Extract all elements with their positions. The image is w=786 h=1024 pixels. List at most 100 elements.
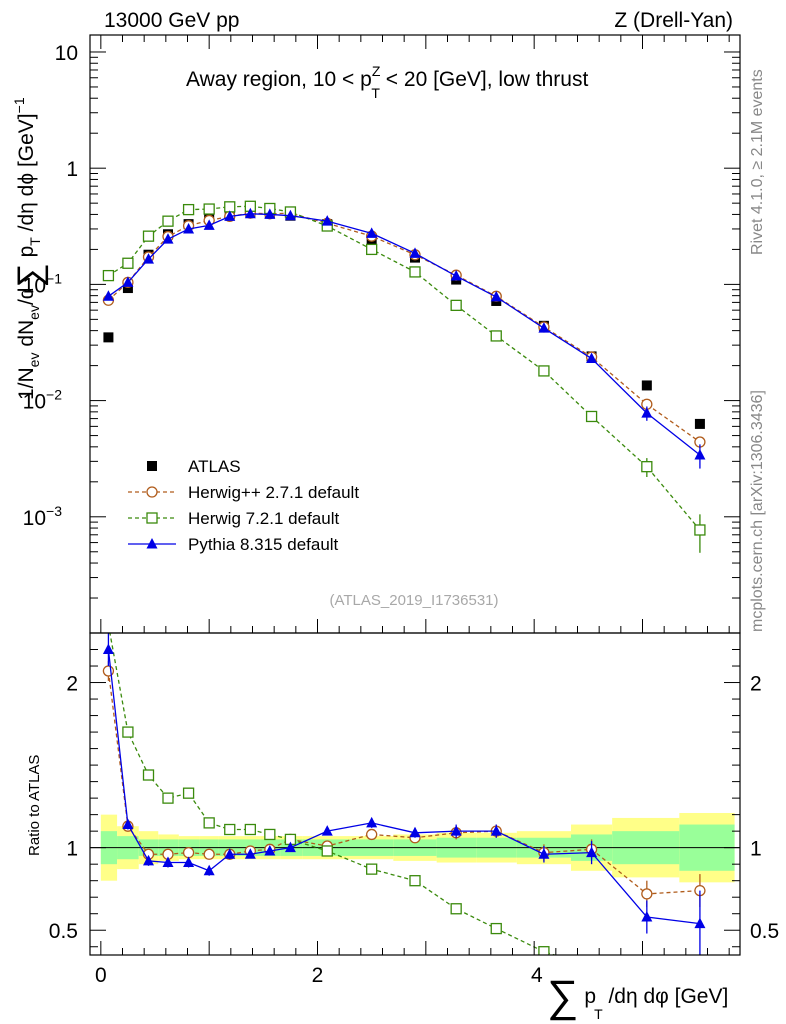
ratio-herwig7-point <box>203 817 215 829</box>
x-tick-label: 0 <box>95 964 107 987</box>
ratio-y-axis-label: Ratio to ATLAS <box>26 755 43 856</box>
main-pythia-point <box>122 276 134 287</box>
legend-entry-atlas: ATLAS <box>147 457 241 476</box>
ratio-pythia-point <box>224 848 236 859</box>
main-plot-title: Away region, 10 < pZ T < 20 [GeV], low th… <box>186 63 588 101</box>
main-series-pythia <box>102 207 706 469</box>
main-herwig7-point <box>162 215 174 227</box>
main-herwigpp-line <box>107 212 701 443</box>
ratio-plot-frame <box>89 632 741 956</box>
ratio-pythia-point <box>490 825 502 836</box>
ratio-pythia-point <box>264 844 276 856</box>
x-axis-tick-label-4: 4 <box>531 964 543 987</box>
main-herwig7-point <box>641 461 653 473</box>
main-pythia-point <box>694 449 706 460</box>
ratio-herwig7-point <box>122 726 134 738</box>
main-pythia-point <box>143 253 154 264</box>
main-herwig7-point <box>142 230 155 242</box>
header-right: Z (Drell-Yan) <box>614 9 733 32</box>
ratio-herwig7-point <box>244 823 256 836</box>
ratio-pythia-point <box>641 911 653 922</box>
ratio-pythia-point <box>183 856 195 868</box>
legend-herwigpp-marker <box>146 486 158 498</box>
ratio-herwig7-point <box>587 962 597 972</box>
ratio-herwig7-point <box>182 787 195 799</box>
main-pythia-point <box>409 247 421 258</box>
ratio-y-tick-label-right: 0.5 <box>750 920 779 943</box>
x-axis-label: ∑ p T /dη dφ [GeV] <box>547 972 728 1022</box>
main-herwig7-point <box>102 269 115 282</box>
header-left: 13000 GeV pp <box>104 9 239 32</box>
ratio-plot-series <box>102 620 706 972</box>
ratio-pythia-point <box>162 856 174 868</box>
main-y-tick-label: 10−3 <box>23 503 63 530</box>
main-plot-series <box>102 200 706 553</box>
ratio-pythia-point <box>366 816 378 828</box>
ratio-series-pythia <box>102 633 706 955</box>
main-y-tick-label: 10−1 <box>23 270 63 297</box>
legend-pythia-marker <box>146 538 158 549</box>
ratio-pythia-point <box>122 818 134 830</box>
ratio-herwig7-point <box>450 903 462 915</box>
ratio-herwig7-point <box>490 922 502 935</box>
ratio-pythia-point <box>203 864 215 876</box>
rivet-version-label: Rivet 4.1.0, ≥ 2.1M events <box>749 69 766 255</box>
legend: ATLAS Herwig++ 2.7.1 default Herwig 7.2.1 … <box>128 457 359 554</box>
legend-herwigpp-label: Herwig++ 2.7.1 default <box>188 483 359 502</box>
ratio-herwig7-line <box>109 633 557 955</box>
main-herwig7-point <box>538 365 550 377</box>
ratio-pythia-point <box>244 848 256 859</box>
main-herwig7-point <box>450 299 462 312</box>
ratio-y-tick-label-right: 2 <box>750 673 762 696</box>
ratio-pythia-point <box>450 825 462 836</box>
main-pythia-point <box>203 219 215 230</box>
main-y-tick-label: 1 <box>66 158 78 181</box>
ratio-pythia-point <box>143 854 154 866</box>
ratio-pythia-line <box>107 649 700 925</box>
main-pythia-point <box>641 407 653 418</box>
main-y-axis-label: 1/Nev dNev/d∑ pT /dη dϕ [GeV]−1 <box>11 97 49 400</box>
ratio-series-herwig7 <box>103 620 597 972</box>
ratio-y-tick-label: 0.5 <box>49 920 78 943</box>
main-pythia-point <box>538 322 550 333</box>
legend-herwig7-label: Herwig 7.2.1 default <box>188 509 339 528</box>
main-pythia-point <box>224 210 236 221</box>
legend-entry-herwigpp: Herwig++ 2.7.1 default <box>128 483 359 502</box>
legend-entry-herwig7: Herwig 7.2.1 default <box>128 509 339 528</box>
ratio-y-tick-label: 2 <box>66 673 78 696</box>
main-series-atlas <box>103 206 705 429</box>
main-y-tick-label: 10−2 <box>23 387 63 414</box>
main-pythia-point <box>490 290 502 302</box>
ratio-herwig7-point <box>162 792 174 804</box>
main-herwig7-point <box>122 257 134 269</box>
main-pythia-point <box>264 208 276 219</box>
main-pythia-point <box>162 233 174 244</box>
ratio-herwigpp-point <box>203 848 215 860</box>
ratio-y-tick-label-right: 1 <box>750 838 762 861</box>
ratio-herwig7-point <box>103 620 113 630</box>
main-pythia-point <box>102 290 114 301</box>
ratio-herwig7-point <box>409 875 421 887</box>
ratio-herwig7-point <box>142 769 155 781</box>
x-tick-label: 2 <box>312 964 324 987</box>
mcplots-reference-label: mcplots.cern.ch [arXiv:1306.3436] <box>749 390 766 632</box>
ratio-herwig7-point <box>366 863 378 875</box>
main-pythia-point <box>284 209 296 221</box>
main-herwig7-point <box>585 410 598 423</box>
ratio-herwig7-point <box>264 828 276 841</box>
main-pythia-point <box>450 270 462 281</box>
main-pythia-point <box>366 227 378 238</box>
ratio-pythia-point <box>586 846 598 858</box>
ratio-pythia-point <box>321 825 333 836</box>
ratio-pythia-point <box>102 643 114 655</box>
ratio-y-tick-label: 1 <box>66 838 78 861</box>
main-herwig7-point <box>490 330 502 342</box>
main-atlas-point <box>641 380 652 391</box>
ratio-herwigpp-point <box>366 828 378 841</box>
ratio-herwigpp-point <box>102 665 115 677</box>
main-pythia-line <box>108 213 701 456</box>
main-series-herwigpp <box>102 207 706 449</box>
ratio-herwig7-point <box>321 845 333 857</box>
main-herwig7-point <box>203 203 215 215</box>
